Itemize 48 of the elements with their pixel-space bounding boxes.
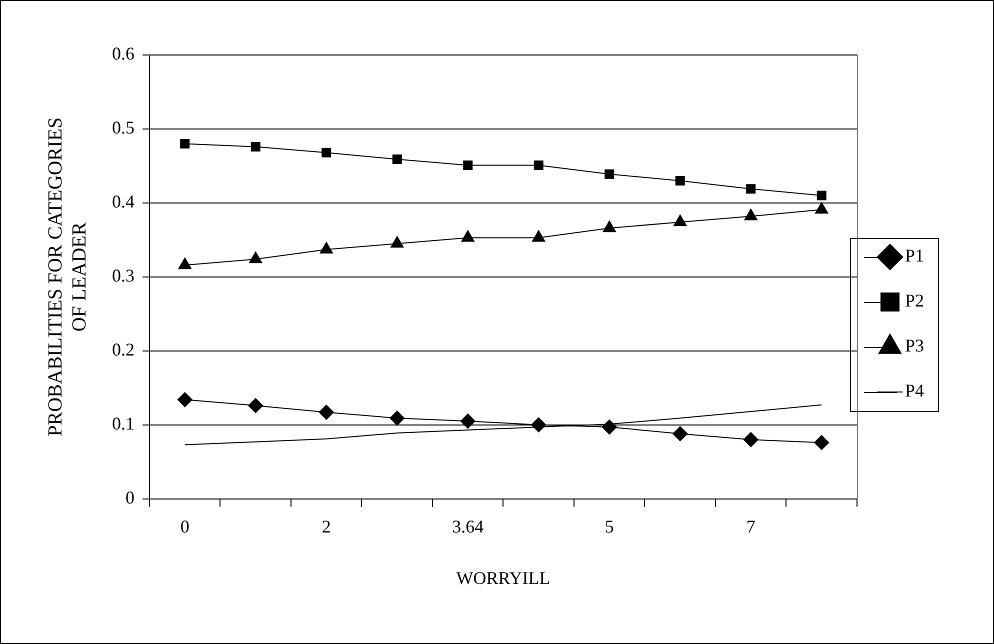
point [744,208,758,220]
y-tick-label: 0.4 [112,192,134,212]
point [675,176,685,186]
x-tick-label: 0 [180,516,190,536]
point [320,242,333,254]
point [604,169,614,179]
point [392,154,402,164]
point [602,420,617,435]
y-tick-label: 0.2 [112,340,134,360]
point [815,202,828,214]
y-tick-label: 0 [126,488,134,508]
point [743,432,758,448]
y-tick-label: 0.6 [112,44,134,64]
point [672,426,688,442]
point [318,404,334,420]
point [674,214,687,226]
point [816,190,826,200]
x-tick-label: 2 [322,516,331,536]
point [463,160,473,170]
legend-label: P1 [904,246,924,266]
point [249,252,262,264]
point [534,160,544,170]
point [180,139,190,149]
x-tick-label: 3.64 [452,516,484,536]
x-axis-title: WORRYILL [456,568,550,588]
point [531,417,546,432]
point [322,148,332,158]
point [460,414,476,429]
point [390,410,405,426]
x-tick-label: 7 [746,516,756,536]
legend-label: P2 [904,290,924,311]
point [746,184,756,194]
y-tick-label: 0.3 [112,266,134,286]
point [250,142,260,152]
point [178,258,192,270]
legend-label: P4 [904,380,924,401]
point [390,236,404,248]
point [461,230,474,242]
legend-label: P3 [904,336,924,356]
point [248,398,264,414]
y-tick-label: 0.5 [112,118,134,138]
point [602,220,616,232]
point [532,230,546,242]
y-axis-title: PROBABILITIES FOR CATEGORIES OF LEADER [44,117,90,436]
point [177,392,192,408]
point [814,435,830,450]
y-tick-label: 0.1 [112,414,134,434]
x-tick-label: 5 [604,516,614,536]
